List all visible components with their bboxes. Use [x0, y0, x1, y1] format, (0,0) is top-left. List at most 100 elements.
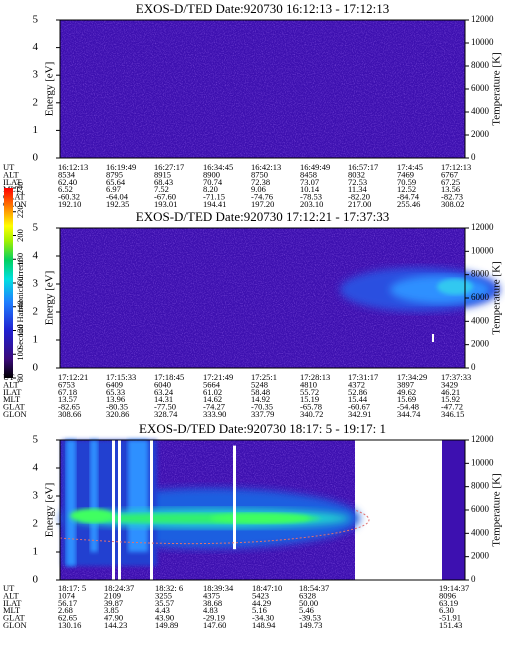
orbit-value: -47.72 [441, 402, 463, 412]
orbit-value: 6753 [58, 379, 75, 389]
orbit-value: 144.23 [104, 620, 127, 630]
y-tick-label: 5 [33, 434, 39, 446]
orbit-value: 43.90 [155, 613, 174, 623]
orbit-value: 18:47:10 [252, 583, 282, 593]
spectrum-feature [66, 440, 76, 566]
y2-tick-label: 10000 [471, 37, 494, 47]
panel-title: EXOS-D/TED Date:920730 16:12:13 - 17:12:… [136, 1, 389, 16]
orbit-value: 2109 [104, 590, 121, 600]
y2-tick-label: 8000 [471, 60, 490, 70]
orbit-value: 15.69 [397, 394, 416, 404]
orbit-value: 346.15 [441, 409, 464, 419]
y-tick-label: 2 [33, 518, 39, 530]
colorbar-tick-label: 140 [15, 300, 25, 313]
orbit-value: 50.00 [299, 598, 318, 608]
orbit-value: 328.74 [154, 409, 178, 419]
orbit-value: 61.02 [203, 387, 222, 397]
orbit-value: 17:34:29 [397, 372, 427, 382]
orbit-value: 63.24 [154, 387, 174, 397]
orbit-value: 14.62 [203, 394, 222, 404]
orbit-value: 17:12:21 [58, 372, 88, 382]
orbit-value: 5248 [251, 379, 268, 389]
orbit-value: 4375 [203, 590, 220, 600]
spectrum-feature [70, 508, 114, 523]
y2-tick-label: 10000 [471, 457, 494, 467]
orbit-value: 6040 [154, 379, 171, 389]
orbit-value: 67.25 [441, 177, 460, 187]
orbit-value: -74.27 [203, 402, 225, 412]
orbit-value: 333.90 [203, 409, 226, 419]
orbit-value: 17:37:33 [441, 372, 471, 382]
orbit-value: 68.43 [154, 177, 173, 187]
y2-tick-label: 6000 [471, 292, 490, 302]
orbit-value: 49.62 [397, 387, 416, 397]
y-tick-label: 1 [33, 124, 39, 136]
orbit-value: -29.19 [203, 613, 225, 623]
orbit-value: 58.48 [251, 387, 270, 397]
y2-tick-label: 0 [471, 152, 476, 162]
orbit-row-label: GLAT [3, 402, 26, 412]
orbit-value: 72.53 [348, 177, 367, 187]
orbit-value: 13.56 [441, 184, 460, 194]
y2-tick-label: 4000 [471, 315, 490, 325]
orbit-value: 1074 [58, 590, 76, 600]
y2-tick-label: 12000 [471, 222, 494, 232]
orbit-value: 63.19 [439, 598, 458, 608]
orbit-value: 194.41 [203, 199, 226, 209]
y2-tick-label: 0 [471, 574, 476, 584]
orbit-row-label: GLON [3, 199, 27, 209]
orbit-value: 10.14 [300, 184, 320, 194]
orbit-value: 6.52 [58, 184, 73, 194]
orbit-value: 4810 [300, 379, 317, 389]
orbit-value: 17:15:33 [106, 372, 136, 382]
orbit-value: 14.31 [154, 394, 173, 404]
orbit-value: 17:21:49 [203, 372, 233, 382]
orbit-value: 147.60 [203, 620, 226, 630]
orbit-value: 65.64 [106, 177, 126, 187]
y2-tick-label: 8000 [471, 481, 490, 491]
orbit-value: -74.76 [251, 192, 273, 202]
orbit-value: 62.65 [58, 613, 77, 623]
colorbar-tick-label: 200 [15, 229, 25, 242]
y-tick-label: 0 [33, 362, 39, 374]
y-tick-label: 4 [33, 41, 39, 53]
orbit-value: 8096 [439, 590, 456, 600]
orbit-value: 149.73 [299, 620, 322, 630]
orbit-value: 16:27:17 [154, 162, 184, 172]
orbit-value: 2.68 [58, 605, 73, 615]
orbit-value: -39.53 [299, 613, 321, 623]
orbit-value: 73.07 [300, 177, 319, 187]
orbit-value: 16:42:13 [251, 162, 281, 172]
y-tick-label: 2 [33, 96, 39, 108]
orbit-value: 38.68 [203, 598, 222, 608]
y-tick-label: 3 [33, 490, 39, 502]
orbit-value: 3.85 [104, 605, 119, 615]
y-tick-label: 4 [33, 250, 39, 262]
orbit-value: 65.33 [106, 387, 125, 397]
y-axis-label: Energy [eV] [44, 483, 56, 537]
orbit-value: 344.74 [397, 409, 421, 419]
y-tick-label: 0 [33, 574, 39, 586]
orbit-value: 16:34:45 [203, 162, 233, 172]
orbit-value: 193.01 [154, 199, 177, 209]
orbit-row-label: GLON [3, 409, 27, 419]
orbit-value: 56.17 [58, 598, 77, 608]
orbit-value: 72.38 [251, 177, 270, 187]
y-tick-label: 5 [33, 222, 39, 234]
spectrum-feature [355, 440, 442, 580]
orbit-value: -70.35 [251, 402, 273, 412]
orbit-value: -71.15 [203, 192, 225, 202]
spectrum-feature [210, 513, 310, 524]
orbit-value: 130.16 [58, 620, 81, 630]
y2-tick-label: 0 [471, 362, 476, 372]
orbit-value: 5.46 [299, 605, 314, 615]
orbit-value: 3255 [155, 590, 172, 600]
y2-tick-label: 6000 [471, 83, 490, 93]
spectrum-feature [128, 440, 148, 552]
orbit-value: 17:31:17 [348, 372, 378, 382]
y-axis-label: Energy [eV] [44, 271, 56, 325]
colorbar-tick-label: 220 [15, 205, 25, 218]
orbit-row-label: GLON [3, 620, 27, 630]
panel-title: EXOS-D/TED Date:920730 18:17: 5 - 19:17:… [139, 421, 386, 436]
